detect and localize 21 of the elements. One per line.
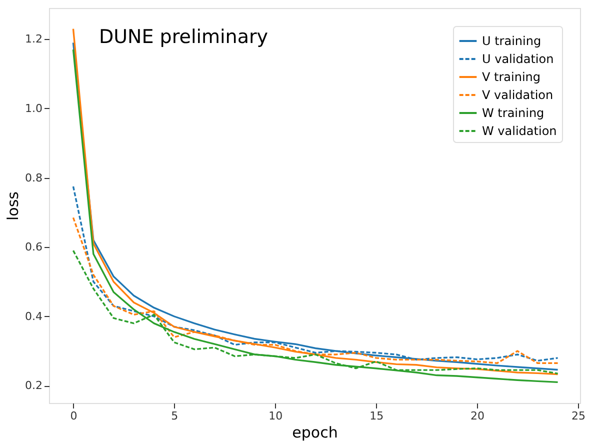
legend-label: W validation xyxy=(482,124,557,138)
x-tick-label: 10 xyxy=(268,410,283,422)
x-axis-title: epoch xyxy=(292,424,338,442)
x-tick-label: 0 xyxy=(70,410,78,422)
y-tick-label: 1.2 xyxy=(25,32,42,46)
legend-label: V training xyxy=(482,70,541,84)
y-tick-label: 0.4 xyxy=(25,310,42,323)
y-tick-label: 0.2 xyxy=(25,379,42,392)
x-tick-label: 20 xyxy=(470,410,485,422)
y-tick-label: 0.8 xyxy=(25,171,42,184)
x-tick-label: 5 xyxy=(171,410,178,422)
legend-label: U validation xyxy=(482,52,554,66)
x-tick-label: 15 xyxy=(370,410,384,422)
y-axis-title: loss xyxy=(4,191,22,220)
legend-label: U training xyxy=(482,34,542,48)
y-tick-label: 0.6 xyxy=(25,240,42,254)
x-tick-label: 25 xyxy=(571,410,586,422)
legend-label: V validation xyxy=(482,88,554,102)
legend-label: W training xyxy=(482,106,544,120)
annotation: DUNE preliminary xyxy=(99,26,268,48)
y-tick-label: 1.0 xyxy=(25,102,42,115)
